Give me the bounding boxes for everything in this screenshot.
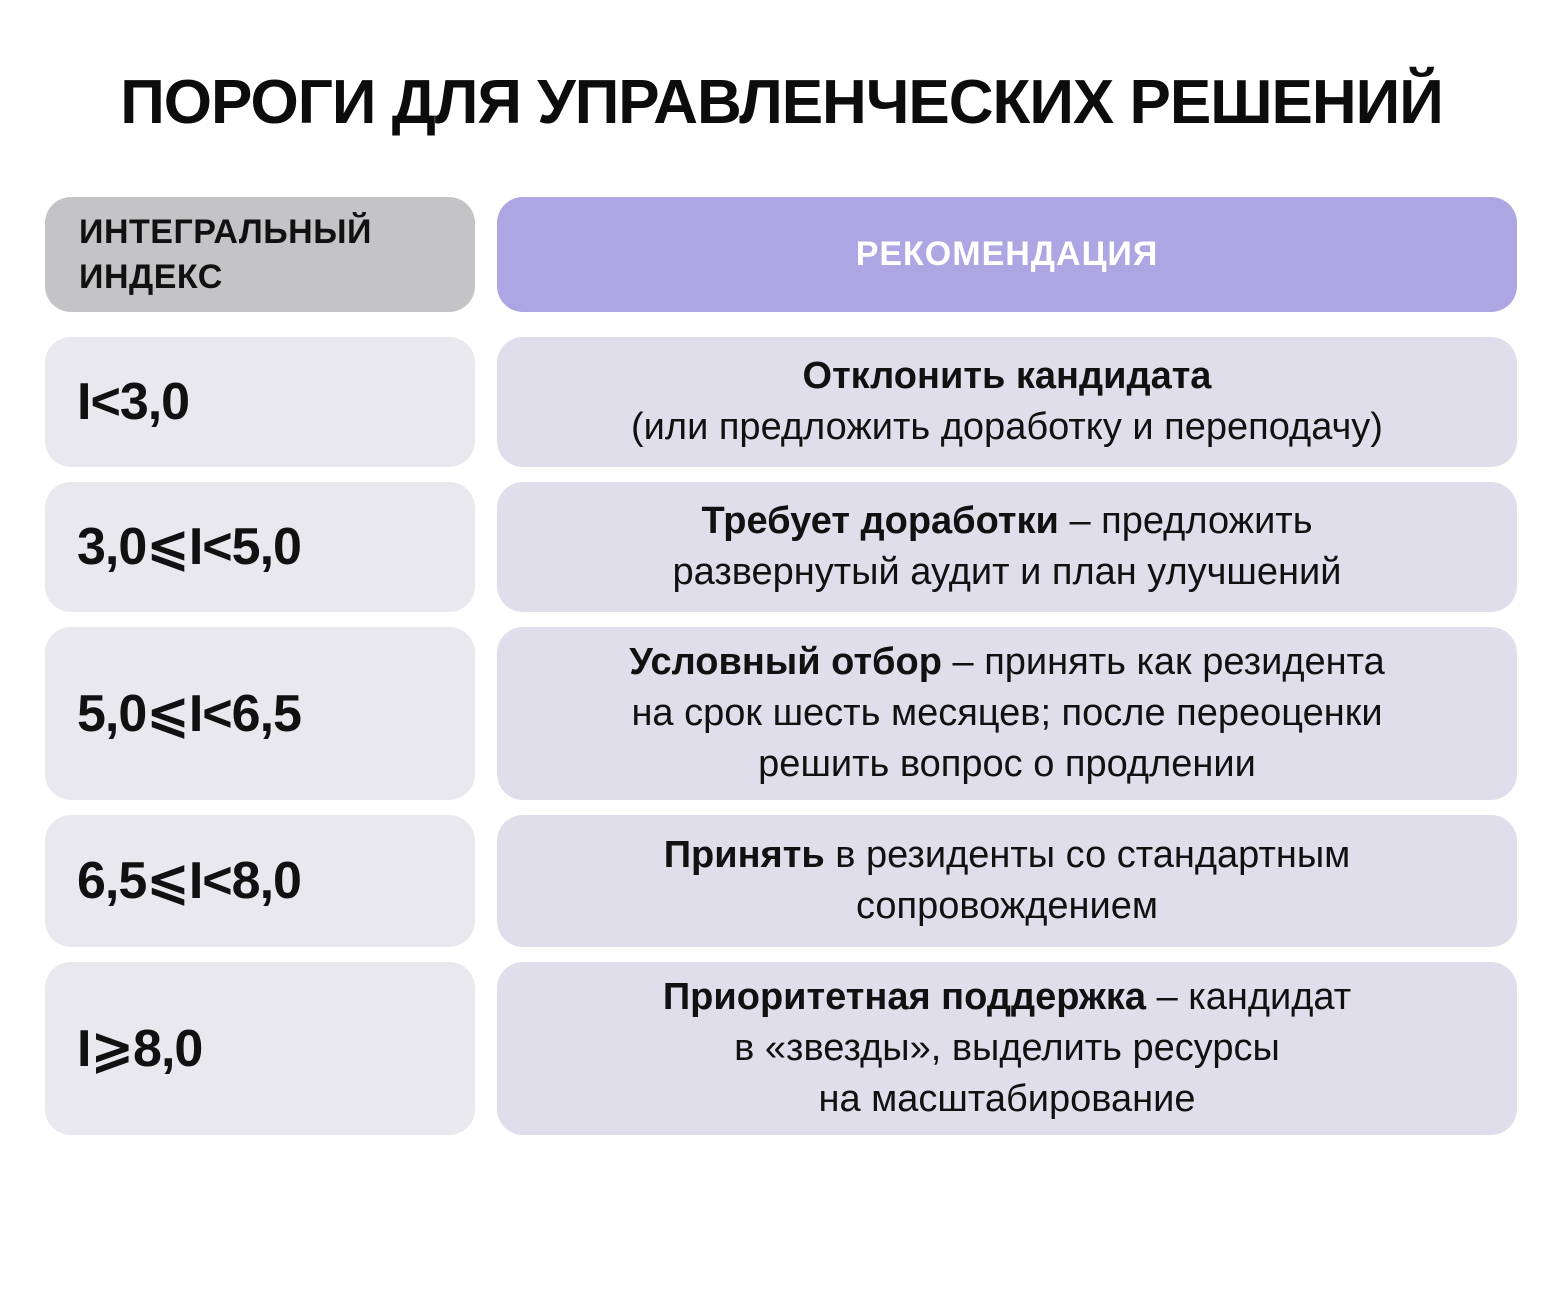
table-row-4-index-cell: 6,5⩽I<8,0 — [45, 815, 475, 947]
column-header-integral-index: ИНТЕГРАЛЬНЫЙ ИНДЕКС — [45, 197, 475, 312]
recommendation-lead: Принять — [663, 834, 825, 877]
table-row-2-index-cell: 3,0⩽I<5,0 — [45, 482, 475, 612]
thresholds-table: ИНТЕГРАЛЬНЫЙ ИНДЕКС РЕКОМЕНДАЦИЯ I<3,0 О… — [45, 197, 1517, 1135]
table-row-4-recommendation-cell: Принять в резиденты со стандартным сопро… — [497, 815, 1517, 947]
recommendation-lead: Требует доработки — [701, 500, 1059, 543]
table-row-3-recommendation-cell: Условный отбор – принять как резидента н… — [497, 627, 1517, 800]
table-row-2-recommendation-cell: Требует доработки – предложить развернут… — [497, 482, 1517, 612]
page-title: ПОРОГИ ДЛЯ УПРАВЛЕНЧЕСКИХ РЕШЕНИЙ — [120, 68, 1444, 137]
recommendation-rest: – кандидат в «звезды», выделить ресурсы … — [734, 976, 1352, 1120]
recommendation-lead: Отклонить кандидата — [802, 355, 1212, 398]
index-range-value: 6,5⩽I<8,0 — [77, 852, 302, 910]
infographic-page: ПОРОГИ ДЛЯ УПРАВЛЕНЧЕСКИХ РЕШЕНИЙ ИНТЕГР… — [0, 72, 1563, 1135]
recommendation-rest: – принять как резидента на срок шесть ме… — [631, 641, 1385, 785]
table-row-1-index-cell: I<3,0 — [45, 337, 475, 467]
recommendation-text: Приоритетная поддержка – кандидат в «зве… — [663, 972, 1351, 1125]
recommendation-rest: (или предложить доработку и переподачу) — [631, 406, 1383, 448]
recommendation-lead: Приоритетная поддержка — [662, 976, 1147, 1019]
recommendation-text: Требует доработки – предложить развернут… — [673, 496, 1342, 598]
recommendation-rest: – предложить развернутый аудит и план ул… — [672, 500, 1342, 593]
table-body: I<3,0 Отклонить кандидата (или предложит… — [45, 337, 1517, 1135]
recommendation-rest: в резиденты со стандартным сопровождение… — [835, 834, 1351, 927]
table-row-3-index-cell: 5,0⩽I<6,5 — [45, 627, 475, 800]
index-range-value: I⩾8,0 — [77, 1019, 203, 1078]
table-row-1-recommendation-cell: Отклонить кандидата (или предложить дора… — [497, 337, 1517, 467]
column-header-recommendation-label: РЕКОМЕНДАЦИЯ — [855, 235, 1159, 273]
column-header-recommendation: РЕКОМЕНДАЦИЯ — [497, 197, 1517, 312]
recommendation-lead: Условный отбор — [629, 641, 942, 684]
index-range-value: I<3,0 — [77, 373, 190, 431]
recommendation-text: Отклонить кандидата (или предложить дора… — [631, 351, 1383, 453]
index-range-value: 5,0⩽I<6,5 — [77, 684, 302, 743]
recommendation-text: Условный отбор – принять как резидента н… — [629, 637, 1384, 790]
index-range-value: 3,0⩽I<5,0 — [77, 518, 302, 576]
table-row-5-index-cell: I⩾8,0 — [45, 962, 475, 1135]
column-header-integral-index-label: ИНТЕГРАЛЬНЫЙ ИНДЕКС — [79, 212, 372, 296]
table-header-row: ИНТЕГРАЛЬНЫЙ ИНДЕКС РЕКОМЕНДАЦИЯ — [45, 197, 1517, 312]
table-row-5-recommendation-cell: Приоритетная поддержка – кандидат в «зве… — [497, 962, 1517, 1135]
recommendation-text: Принять в резиденты со стандартным сопро… — [664, 830, 1351, 932]
